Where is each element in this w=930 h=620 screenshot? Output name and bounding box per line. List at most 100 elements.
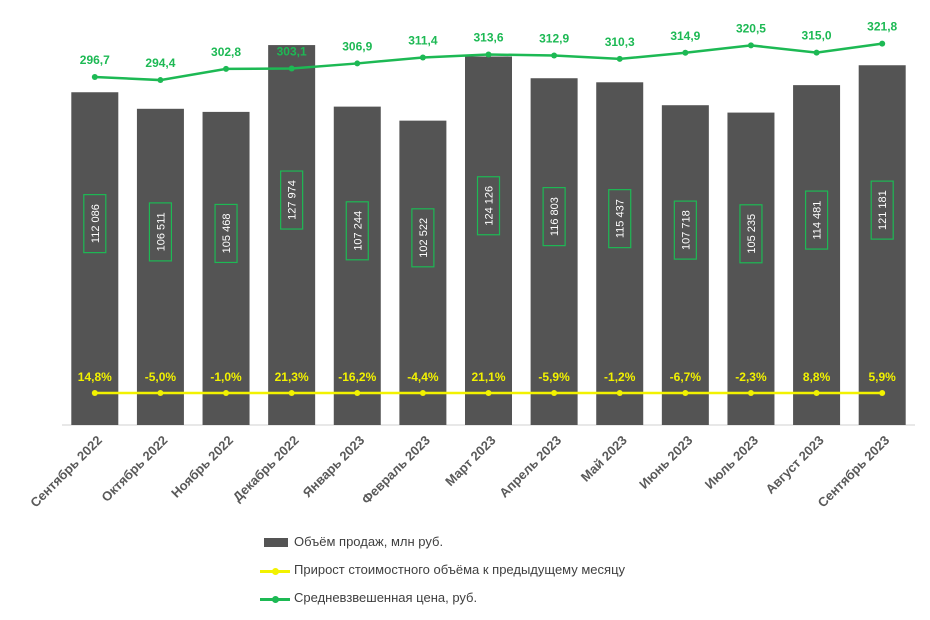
growth-point (223, 390, 230, 396)
growth-label: -16,2% (338, 370, 376, 384)
bar-label-frame (148, 202, 173, 262)
growth-label: 8,8% (803, 370, 831, 384)
price-label: 310,3 (605, 35, 635, 49)
bar (202, 111, 250, 425)
price-point (682, 49, 689, 56)
growth-point (91, 390, 98, 396)
growth-point (682, 390, 689, 396)
growth-line-series: 14,8% -5,0% -1,0% 21,3% -16,2% -4,4% 21,1% -5,9… (78, 370, 896, 396)
bar (858, 65, 906, 426)
bar-label-frame (739, 204, 763, 264)
price-label: 294,4 (145, 56, 175, 70)
price-point (91, 74, 98, 80)
x-tick-label: Июль 2023 (702, 433, 761, 492)
growth-label: -6,7% (670, 370, 702, 384)
growth-label: -1,0% (210, 370, 242, 384)
growth-label: -5,9% (538, 370, 570, 384)
growth-label: 21,3% (275, 370, 309, 384)
bar-label-frame (542, 187, 566, 247)
price-point (551, 52, 558, 59)
bar-label-group: 124 126 (476, 176, 501, 236)
growth-point (157, 390, 164, 396)
price-label: 313,6 (473, 31, 503, 45)
legend-swatch-volume (264, 538, 288, 547)
price-point (616, 55, 623, 62)
bar-label-group: 102 522 (411, 208, 435, 268)
growth-label: -1,2% (604, 370, 636, 384)
bar-value-label: 112 086 (90, 204, 102, 243)
growth-label: -5,0% (145, 370, 177, 384)
bar-value-label: 114 481 (812, 201, 824, 240)
price-label: 321,8 (867, 20, 897, 34)
price-point (223, 65, 230, 72)
price-point (157, 77, 164, 84)
growth-point (485, 390, 492, 396)
growth-point (551, 390, 558, 396)
bar-value-label: 121 181 (877, 190, 889, 230)
growth-point (288, 390, 295, 396)
bar-label-frame (804, 190, 829, 250)
bar-label-group: 107 244 (345, 201, 369, 261)
bar-value-label: 102 522 (418, 218, 430, 258)
x-tick-label: Февраль 2023 (359, 433, 433, 507)
bar-label-group: 116 803 (542, 187, 566, 247)
price-label: 314,9 (670, 29, 700, 43)
legend-label-growth: Прирост стоимостного объёма к предыдущем… (294, 562, 626, 577)
price-label: 312,9 (539, 31, 569, 45)
bar-label-group: 112 086 (83, 194, 107, 254)
price-point (288, 65, 295, 72)
bar-value-label: 105 468 (221, 214, 233, 254)
price-point (813, 49, 820, 56)
growth-label: 14,8% (78, 370, 112, 384)
price-label: 311,4 (408, 33, 438, 47)
price-point (879, 40, 886, 47)
bar-label-group: 106 511 (148, 202, 173, 262)
price-line-series: 296,7 294,4 302,8 303,1 306,9 311,4 313,6 312,9… (80, 20, 898, 84)
bar (793, 85, 841, 426)
legend-label-volume: Объём продаж, млн руб. (294, 534, 444, 549)
growth-label: -2,3% (735, 370, 767, 384)
legend-swatch-price (260, 596, 290, 603)
bar (530, 78, 578, 426)
bar-label-frame (411, 208, 435, 268)
bar-value-label: 116 803 (549, 197, 561, 236)
bar-label-group: 105 468 (214, 203, 238, 264)
price-label: 320,5 (736, 21, 766, 35)
price-label: 315,0 (802, 29, 832, 43)
bar (596, 82, 644, 425)
bar-label-frame (214, 203, 238, 264)
x-tick-label: Сентябрь 2022 (27, 433, 105, 511)
bar-label-group: 105 235 (739, 204, 763, 264)
bar-value-label: 107 244 (352, 211, 364, 251)
bar-label-frame (870, 180, 894, 240)
growth-point (813, 390, 820, 396)
x-tick-label: Июнь 2023 (636, 433, 695, 492)
bar-label-frame (345, 201, 369, 261)
x-tick-label: Май 2023 (578, 433, 630, 485)
bar-value-label: 124 126 (484, 186, 496, 226)
bar-value-labels: 112 086 106 511 105 468 127 974 107 244 102 5… (83, 170, 894, 268)
growth-point (747, 390, 754, 396)
bar-value-label: 105 235 (746, 214, 758, 254)
growth-point (616, 390, 623, 396)
x-tick-label: Март 2023 (442, 433, 498, 489)
bar-label-frame (280, 170, 304, 230)
price-point (419, 54, 426, 61)
bar-label-frame (476, 176, 501, 236)
growth-label: 21,1% (471, 370, 505, 384)
price-label: 303,1 (277, 44, 307, 58)
bar-label-frame (83, 194, 107, 254)
bar-label-group: 121 181 (870, 180, 894, 240)
bar (399, 120, 447, 425)
bar (136, 108, 184, 425)
growth-point (879, 390, 886, 396)
bar-label-group: 115 437 (608, 189, 632, 249)
price-point (747, 42, 754, 49)
x-tick-label: Август 2023 (762, 433, 826, 497)
bar (71, 92, 119, 425)
bar (465, 56, 512, 425)
price-label: 296,7 (80, 53, 110, 67)
x-tick-label: Ноябрь 2022 (168, 433, 236, 501)
